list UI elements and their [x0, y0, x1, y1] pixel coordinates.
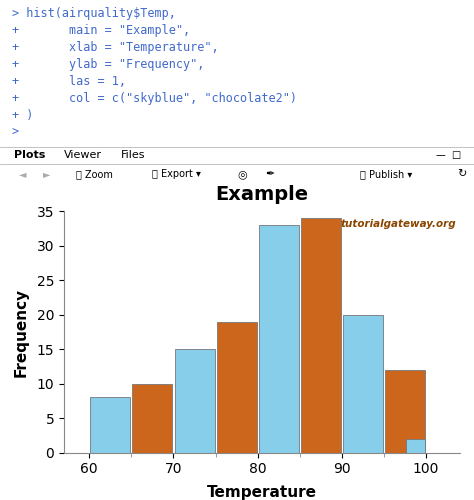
Title: Example: Example	[215, 186, 309, 204]
Text: +       las = 1,: + las = 1,	[12, 75, 126, 88]
Text: —  □: — □	[436, 150, 461, 160]
Text: Plots: Plots	[14, 150, 46, 160]
Text: +       xlab = "Temperature",: + xlab = "Temperature",	[12, 41, 219, 54]
Text: Viewer: Viewer	[64, 150, 102, 160]
X-axis label: Temperature: Temperature	[207, 484, 317, 500]
Y-axis label: Frequency: Frequency	[13, 288, 28, 376]
Text: >: >	[12, 126, 19, 139]
Text: ↻: ↻	[457, 169, 467, 179]
Text: > hist(airquality$Temp,: > hist(airquality$Temp,	[12, 7, 176, 20]
Bar	[406, 438, 425, 452]
Text: +       col = c("skyblue", "chocolate2"): + col = c("skyblue", "chocolate2")	[12, 92, 297, 105]
Bar	[301, 218, 341, 452]
Text: ◄: ◄	[19, 169, 27, 179]
Bar	[385, 370, 425, 452]
Text: 🔍 Zoom: 🔍 Zoom	[76, 169, 113, 179]
Text: Files: Files	[121, 150, 146, 160]
Text: + ): + )	[12, 109, 33, 122]
Text: 📡 Publish ▾: 📡 Publish ▾	[360, 169, 412, 179]
Bar	[343, 315, 383, 452]
Text: ◎: ◎	[237, 169, 247, 179]
Text: tutorialgateway.org: tutorialgateway.org	[340, 218, 456, 228]
Text: 📤 Export ▾: 📤 Export ▾	[152, 169, 201, 179]
Bar	[217, 322, 256, 452]
Bar	[132, 384, 173, 452]
Text: +       main = "Example",: + main = "Example",	[12, 24, 190, 37]
Text: +       ylab = "Frequency",: + ylab = "Frequency",	[12, 58, 204, 71]
Text: ✒: ✒	[265, 169, 275, 179]
Bar	[174, 349, 215, 453]
Text: ►: ►	[43, 169, 50, 179]
Bar	[91, 398, 130, 452]
Bar	[259, 226, 299, 452]
